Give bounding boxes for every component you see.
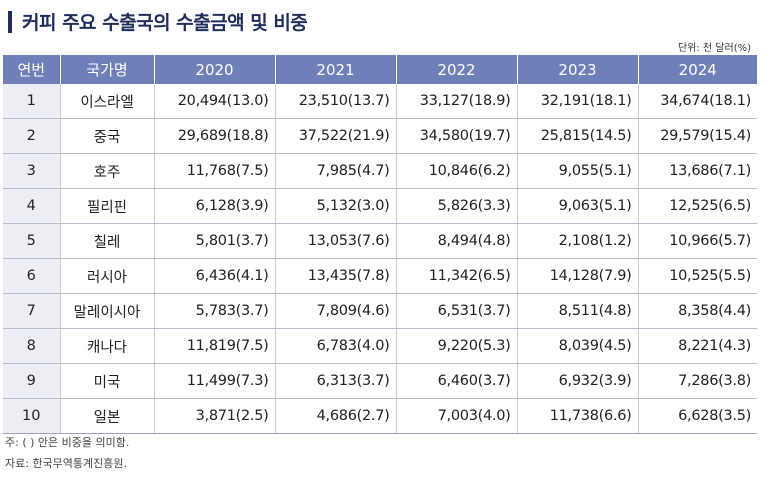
value-cell: 7,809(4.6) — [275, 293, 397, 329]
row-index-cell: 6 — [3, 258, 61, 294]
value-cell: 23,510(13.7) — [275, 84, 397, 119]
unit-label: 단위: 천 달러(%) — [677, 43, 751, 54]
value-cell: 8,039(4.5) — [517, 328, 639, 364]
value-cell: 6,628(3.5) — [638, 398, 757, 434]
row-index-cell: 1 — [3, 84, 61, 119]
value-cell: 5,801(3.7) — [154, 223, 276, 259]
value-cell: 7,003(4.0) — [396, 398, 518, 434]
value-cell: 10,525(5.5) — [638, 258, 757, 294]
notes: 주: ( ) 안은 비중을 의미함. 자료: 한국무역통계진흥원. — [5, 432, 129, 474]
country-cell: 일본 — [60, 398, 155, 434]
value-cell: 7,985(4.7) — [275, 153, 397, 189]
value-cell: 11,499(7.3) — [154, 363, 276, 399]
value-cell: 3,871(2.5) — [154, 398, 276, 434]
value-cell: 9,220(5.3) — [396, 328, 518, 364]
table-row: 8 캐나다 11,819(7.5) 6,783(4.0) 9,220(5.3) 8,039… — [3, 328, 757, 364]
country-cell: 필리핀 — [60, 188, 155, 224]
value-cell: 6,460(3.7) — [396, 363, 518, 399]
value-cell: 37,522(21.9) — [275, 118, 397, 154]
value-cell: 6,531(3.7) — [396, 293, 518, 329]
value-cell: 32,191(18.1) — [517, 84, 639, 119]
value-cell: 11,738(6.6) — [517, 398, 639, 434]
row-index-cell: 4 — [3, 188, 61, 224]
country-cell: 중국 — [60, 118, 155, 154]
page-title: 커피 주요 수출국의 수출금액 및 비중 — [22, 12, 308, 34]
value-cell: 9,063(5.1) — [517, 188, 639, 224]
value-cell: 10,846(6.2) — [396, 153, 518, 189]
header-cell: 2022 — [396, 55, 518, 84]
row-index-cell: 8 — [3, 328, 61, 364]
value-cell: 29,689(18.8) — [154, 118, 276, 154]
row-index-cell: 3 — [3, 153, 61, 189]
value-cell: 29,579(15.4) — [638, 118, 757, 154]
value-cell: 33,127(18.9) — [396, 84, 518, 119]
table-header-row: 연번 국가명 2020 2021 2022 2023 2024 — [3, 55, 757, 84]
value-cell: 13,686(7.1) — [638, 153, 757, 189]
table-row: 10 일본 3,871(2.5) 4,686(2.7) 7,003(4.0) 11,738… — [3, 398, 757, 434]
value-cell: 6,436(4.1) — [154, 258, 276, 294]
header-cell: 2024 — [638, 55, 757, 84]
table-row: 6 러시아 6,436(4.1) 13,435(7.8) 11,342(6.5) 14,1… — [3, 258, 757, 294]
value-cell: 5,132(3.0) — [275, 188, 397, 224]
value-cell: 14,128(7.9) — [517, 258, 639, 294]
note-line: 주: ( ) 안은 비중을 의미함. — [5, 436, 130, 449]
source-line: 자료: 한국무역통계진흥원. — [5, 457, 128, 470]
value-cell: 8,358(4.4) — [638, 293, 757, 329]
value-cell: 25,815(14.5) — [517, 118, 639, 154]
row-index-cell: 2 — [3, 118, 61, 154]
table-row: 7 말레이시아 5,783(3.7) 7,809(4.6) 6,531(3.7) 8,51… — [3, 293, 757, 329]
table-row: 2 중국 29,689(18.8) 37,522(21.9) 34,580(19.7) 2… — [3, 118, 757, 154]
row-index-cell: 7 — [3, 293, 61, 329]
value-cell: 10,966(5.7) — [638, 223, 757, 259]
title-accent-bar — [8, 10, 12, 33]
row-index-cell: 5 — [3, 223, 61, 259]
value-cell: 12,525(6.5) — [638, 188, 757, 224]
value-cell: 11,819(7.5) — [154, 328, 276, 364]
value-cell: 13,053(7.6) — [275, 223, 397, 259]
header-cell: 2021 — [275, 55, 397, 84]
value-cell: 6,313(3.7) — [275, 363, 397, 399]
value-cell: 11,342(6.5) — [396, 258, 518, 294]
table-row: 3 호주 11,768(7.5) 7,985(4.7) 10,846(6.2) 9,055… — [3, 153, 757, 189]
value-cell: 34,674(18.1) — [638, 84, 757, 119]
value-cell: 8,221(4.3) — [638, 328, 757, 364]
country-cell: 호주 — [60, 153, 155, 189]
table-row: 1 이스라엘 20,494(13.0) 23,510(13.7) 33,127(18.9… — [3, 84, 757, 119]
value-cell: 6,932(3.9) — [517, 363, 639, 399]
table-row: 4 필리핀 6,128(3.9) 5,132(3.0) 5,826(3.3) 9,063(… — [3, 188, 757, 224]
value-cell: 2,108(1.2) — [517, 223, 639, 259]
country-cell: 미국 — [60, 363, 155, 399]
header-cell: 2023 — [517, 55, 639, 84]
table-row: 9 미국 11,499(7.3) 6,313(3.7) 6,460(3.7) 6,932(… — [3, 363, 757, 399]
value-cell: 20,494(13.0) — [154, 84, 276, 119]
value-cell: 6,783(4.0) — [275, 328, 397, 364]
value-cell: 8,511(4.8) — [517, 293, 639, 329]
header-cell: 2020 — [154, 55, 276, 84]
country-cell: 러시아 — [60, 258, 155, 294]
header-cell: 연번 — [3, 55, 61, 84]
value-cell: 11,768(7.5) — [154, 153, 276, 189]
value-cell: 6,128(3.9) — [154, 188, 276, 224]
value-cell: 5,826(3.3) — [396, 188, 518, 224]
table-row: 5 칠레 5,801(3.7) 13,053(7.6) 8,494(4.8) 2,108(… — [3, 223, 757, 259]
value-cell: 8,494(4.8) — [396, 223, 518, 259]
value-cell: 9,055(5.1) — [517, 153, 639, 189]
value-cell: 34,580(19.7) — [396, 118, 518, 154]
row-index-cell: 9 — [3, 363, 61, 399]
export-table: 연번 국가명 2020 2021 2022 2023 2024 1 이스라엘 20,… — [3, 55, 757, 434]
header-cell: 국가명 — [60, 55, 155, 84]
country-cell: 말레이시아 — [60, 293, 155, 329]
value-cell: 13,435(7.8) — [275, 258, 397, 294]
row-index-cell: 10 — [3, 398, 61, 434]
value-cell: 7,286(3.8) — [638, 363, 757, 399]
title-block: 커피 주요 수출국의 수출금액 및 비중 — [8, 8, 308, 35]
country-cell: 캐나다 — [60, 328, 155, 364]
value-cell: 5,783(3.7) — [154, 293, 276, 329]
country-cell: 이스라엘 — [60, 84, 155, 119]
country-cell: 칠레 — [60, 223, 155, 259]
value-cell: 4,686(2.7) — [275, 398, 397, 434]
